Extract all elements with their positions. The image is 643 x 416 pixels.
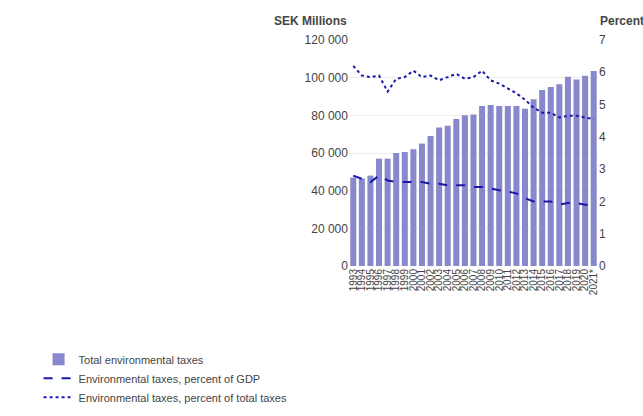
svg-text:1995: 1995: [365, 269, 376, 292]
svg-text:80 000: 80 000: [311, 109, 348, 123]
svg-text:Percent: Percent: [600, 14, 643, 28]
svg-text:2019: 2019: [571, 269, 582, 292]
svg-text:7: 7: [599, 33, 606, 47]
svg-text:120 000: 120 000: [305, 33, 349, 47]
svg-text:2015: 2015: [536, 269, 547, 292]
svg-text:2000: 2000: [408, 269, 419, 292]
svg-text:1: 1: [599, 227, 606, 241]
svg-text:2020: 2020: [579, 269, 590, 292]
svg-text:1994: 1994: [356, 269, 367, 292]
svg-text:1998: 1998: [390, 269, 401, 292]
svg-text:2007: 2007: [468, 269, 479, 292]
svg-text:2010: 2010: [494, 269, 505, 292]
svg-text:4: 4: [599, 130, 606, 144]
svg-text:2: 2: [599, 195, 606, 209]
svg-text:40 000: 40 000: [311, 184, 348, 198]
svg-text:2004: 2004: [442, 269, 453, 292]
svg-text:20 000: 20 000: [311, 222, 348, 236]
svg-text:60 000: 60 000: [311, 146, 348, 160]
svg-text:2005: 2005: [451, 269, 462, 292]
svg-text:100 000: 100 000: [305, 71, 349, 85]
svg-text:Total environmental taxes: Total environmental taxes: [79, 354, 204, 366]
svg-text:2013: 2013: [519, 269, 530, 292]
svg-text:Environmental taxes, percent o: Environmental taxes, percent of total ta…: [79, 392, 287, 404]
svg-text:1996: 1996: [373, 269, 384, 292]
svg-text:2008: 2008: [476, 269, 487, 292]
svg-text:2011: 2011: [502, 269, 513, 291]
svg-text:2018: 2018: [562, 269, 573, 292]
svg-text:2012: 2012: [511, 269, 522, 292]
svg-text:6: 6: [599, 65, 606, 79]
svg-text:2001: 2001: [416, 269, 427, 292]
svg-text:3: 3: [599, 162, 606, 176]
svg-text:0: 0: [341, 259, 348, 273]
svg-text:1999: 1999: [399, 269, 410, 292]
svg-text:2014: 2014: [528, 269, 539, 292]
svg-text:5: 5: [599, 98, 606, 112]
svg-text:Environmental taxes, percent o: Environmental taxes, percent of GDP: [79, 373, 261, 385]
svg-text:2009: 2009: [485, 269, 496, 292]
svg-text:0: 0: [599, 259, 606, 273]
svg-text:2006: 2006: [459, 269, 470, 292]
svg-text:2016: 2016: [545, 269, 556, 292]
svg-text:SEK Millions: SEK Millions: [274, 14, 347, 28]
svg-text:1997: 1997: [382, 269, 393, 292]
svg-text:2002: 2002: [425, 269, 436, 292]
svg-text:1993: 1993: [348, 269, 359, 292]
svg-text:2021*: 2021*: [588, 269, 599, 295]
svg-text:2017: 2017: [554, 269, 565, 292]
svg-text:2003: 2003: [433, 269, 444, 292]
